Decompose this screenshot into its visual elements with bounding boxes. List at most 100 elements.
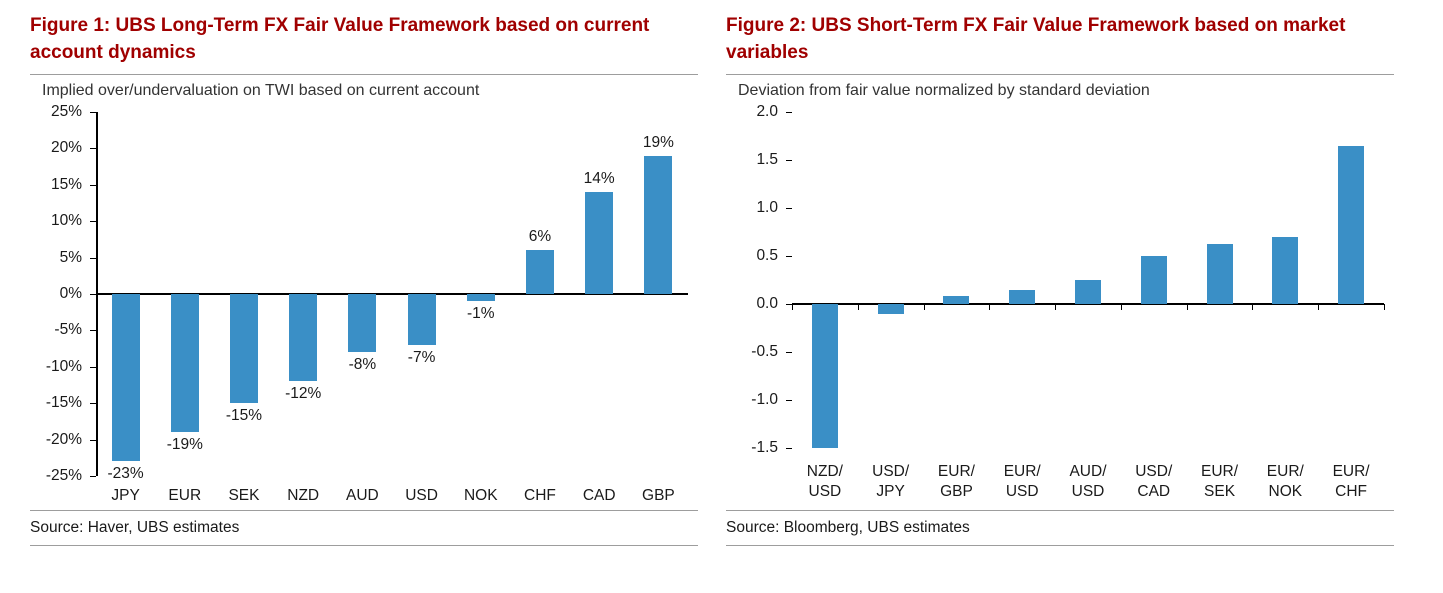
y-axis-tick [786,352,792,353]
x-axis-label: EUR/USD [1003,463,1041,500]
y-axis-tick [786,304,792,305]
x-axis-label: NOK [463,487,498,504]
y-axis-tick-label: -0.5 [751,343,778,360]
x-axis-label: GBP [642,487,675,504]
y-axis-tick-label: -5% [54,321,82,339]
bar [585,192,614,294]
bar [1206,243,1233,304]
bar-value-label: -7% [407,348,436,366]
y-axis-tick [90,330,96,332]
plot-area: -23% JPY -19% EUR -15% SEK -12% NZD -8% AUD -7% USD… [96,112,688,504]
figure2-source-divider-top [726,510,1394,511]
bar-value-label: -23% [107,465,144,483]
x-axis-label: EUR/CHF [1332,463,1370,500]
x-axis-label: AUD/USD [1069,463,1107,500]
x-axis-tick [1055,304,1057,310]
y-axis-tick [786,160,792,161]
y-axis-tick-label: -10% [45,357,82,375]
figure1-title-divider [30,74,698,75]
x-axis-label: USD/CAD [1135,463,1173,500]
y-axis-tick [786,448,792,449]
y-axis-tick [90,184,96,186]
x-axis-label: CAD [582,487,616,504]
x-axis-tick [1384,304,1385,310]
y-axis-tick-label: 0.0 [756,295,778,312]
x-axis-tick [792,304,793,310]
bar-value-label: 14% [583,170,615,188]
bar [811,304,838,448]
x-axis-label: EUR/NOK [1266,463,1304,500]
x-axis-label: NZD/USD [806,463,843,500]
bar [1075,280,1101,304]
figure2-source-divider-bottom [726,545,1394,546]
bar-value-label: -1% [466,305,495,323]
x-axis-label: SEK [228,487,260,504]
bar [1009,289,1036,304]
y-axis-tick [786,400,792,401]
zero-axis-line [792,303,1384,305]
zero-axis-line [96,293,688,295]
x-axis-tick [857,304,859,310]
bar [348,294,377,353]
figure1-source-divider-bottom [30,545,698,546]
x-axis-label: NZD [287,487,320,504]
bar [230,294,258,404]
y-axis-tick-label: 15% [50,175,82,193]
figure2-source: Source: Bloomberg, UBS estimates [726,519,970,536]
x-axis-tick [923,304,925,310]
y-axis-tick-label: 1.5 [756,151,778,168]
bar [1140,256,1167,304]
y-axis-tick-label: -1.0 [751,391,778,408]
x-axis-label: EUR/GBP [937,463,975,500]
x-axis-tick [1318,304,1320,310]
bar [526,250,554,294]
y-axis-tick-label: 0.5 [756,247,778,264]
figure-1: Figure 1: UBS Long-Term FX Fair Value Fr… [30,10,698,546]
y-axis-tick [90,476,96,477]
y-axis-tick [90,366,96,368]
x-axis-tick [1120,304,1122,310]
x-axis-tick [1252,304,1254,310]
bar-value-label: -19% [166,436,203,454]
y-axis-tick-label: 1.0 [756,199,778,216]
x-axis-tick [989,304,991,310]
y-axis-tick-label: -1.5 [751,439,778,456]
bar-value-label: -12% [285,385,322,403]
x-axis-label: JPY [111,487,140,504]
bar [644,155,673,294]
y-axis-tick-label: 2.0 [756,103,778,120]
bar [943,296,970,304]
y-axis-tick [786,208,792,209]
bar-value-label: -15% [225,407,263,425]
y-axis-tick-label: -15% [45,394,82,412]
figure-2: Figure 2: UBS Short-Term FX Fair Value F… [726,10,1394,546]
x-axis-label: USD/JPY [872,463,910,500]
bar [289,294,318,382]
figure1-subtitle: Implied over/undervaluation on TWI based… [42,82,480,99]
y-axis-tick [90,257,96,259]
y-axis-tick-label: 25% [50,103,82,120]
y-axis-tick [90,439,96,441]
figure2-chart: NZD/USD USD/JPY EUR/GBP EUR/USD AUD/USD USD/C… [726,103,1394,510]
y-axis-tick-label: 0% [59,285,82,302]
x-axis-label: AUD [346,487,379,504]
y-axis-tick [90,294,96,295]
plot-area: NZD/USD USD/JPY EUR/GBP EUR/USD AUD/USD USD/C… [792,112,1385,500]
y-axis-tick-label: 10% [50,212,82,230]
y-axis-tick [90,148,96,150]
y-axis-tick-label: -25% [45,467,82,484]
bar-value-label: 6% [528,228,552,246]
bar [407,294,436,345]
bar [170,294,199,433]
y-axis-tick [90,221,96,223]
x-axis-label: CHF [524,487,556,504]
x-axis-label: EUR/SEK [1201,463,1239,500]
y-axis-tick [90,403,96,405]
x-axis-label: EUR [168,487,202,504]
figure2-title-divider [726,74,1394,75]
figure1-source: Source: Haver, UBS estimates [30,519,240,536]
y-axis-tick [786,256,792,257]
figure1-source-divider-top [30,510,698,511]
figure1-title: Figure 1: UBS Long-Term FX Fair Value Fr… [30,15,650,63]
bar [877,304,904,314]
